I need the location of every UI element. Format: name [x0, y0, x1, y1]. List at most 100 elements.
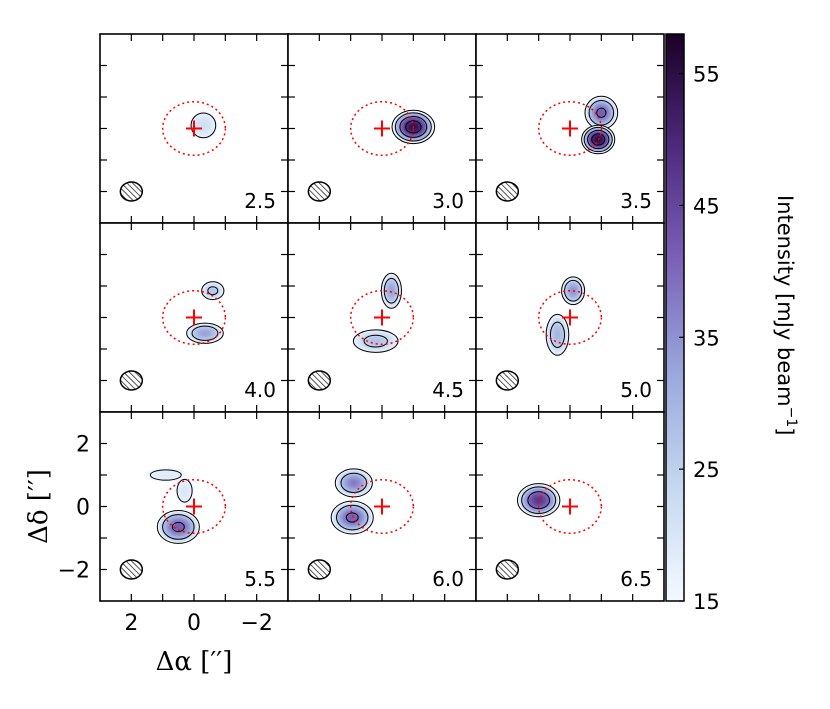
emission-blob — [351, 328, 401, 354]
emission-blob — [185, 322, 225, 344]
contour-line — [335, 504, 369, 531]
blob-fill — [211, 289, 215, 292]
channel-panel: 5.5 — [99, 411, 289, 602]
channel-panel: 3.0 — [287, 33, 477, 224]
contour-line — [587, 129, 610, 150]
colorbar-tick-label: 55 — [693, 63, 720, 87]
velocity-label: 5.5 — [244, 567, 276, 591]
colorbar-label-text: Intensity [mJy beam — [773, 195, 797, 407]
emission-blob — [380, 272, 403, 310]
velocity-label: 4.5 — [432, 378, 464, 402]
beam-ellipse — [307, 370, 332, 391]
center-cross — [374, 309, 390, 326]
channel-panel: 5.0 — [475, 222, 665, 413]
contour-line — [156, 510, 200, 544]
x-axis-title: Δα [′′] — [156, 647, 233, 677]
contour-line — [345, 512, 359, 523]
contour-line — [176, 478, 193, 503]
center-cross — [562, 498, 578, 515]
contour-line — [191, 325, 219, 341]
contour-line — [391, 109, 436, 145]
x-tick-label: −2 — [240, 611, 272, 636]
channel-panel: 4.5 — [287, 222, 477, 413]
y-tick-label: 2 — [76, 433, 90, 458]
disk-ellipse — [161, 478, 227, 535]
disk-ellipse — [161, 100, 227, 157]
emission-blob — [560, 276, 586, 306]
blob-fill — [556, 332, 559, 338]
emission-blob — [584, 95, 619, 130]
center-cross — [186, 498, 202, 515]
disk-ellipse — [537, 289, 603, 346]
contour-line — [399, 115, 428, 138]
contour-line — [330, 500, 374, 535]
contour-line — [549, 321, 565, 349]
colorbar-label-sup: −1 — [783, 407, 799, 428]
contour-line — [561, 276, 586, 306]
disk-ellipse — [349, 289, 415, 346]
contour-line — [394, 112, 432, 142]
emission-blob — [516, 483, 561, 518]
panel-ticks — [476, 223, 664, 412]
blob-fill — [201, 123, 206, 127]
blob-fill — [599, 110, 604, 115]
contour-line — [383, 277, 400, 304]
channel-panel: 2.5 — [99, 33, 289, 224]
colorbar-tick-label: 45 — [693, 194, 720, 218]
blob-fill — [163, 474, 169, 476]
panel-border — [475, 411, 665, 602]
center-cross — [374, 498, 390, 515]
panel-ticks — [288, 223, 476, 412]
channel-panel: 3.5 — [475, 33, 665, 224]
panel-ticks — [100, 412, 288, 601]
center-cross — [562, 309, 578, 326]
panel-ticks — [100, 34, 288, 223]
contour-line — [591, 133, 606, 146]
center-cross — [374, 120, 390, 137]
emission-blob — [334, 468, 374, 498]
x-tick-label: 2 — [124, 611, 138, 636]
axis-labels: 2 0 −2 2 0 −2 Δα [′′] Δδ [′′] — [24, 433, 273, 678]
contour-line — [186, 322, 224, 344]
contour-line — [190, 112, 217, 139]
channel-panel: 6.0 — [287, 411, 477, 602]
disk-ellipse — [349, 100, 415, 157]
emission-blob — [143, 467, 188, 483]
beam-ellipse — [495, 181, 520, 202]
beam-ellipse — [307, 559, 332, 580]
blob-fill — [175, 525, 181, 529]
beam-ellipse — [119, 559, 144, 580]
contour-line — [516, 483, 561, 518]
contour-line — [201, 281, 225, 301]
y-tick-label: 0 — [76, 496, 90, 521]
panel-ticks — [476, 34, 664, 223]
beam-ellipse — [495, 370, 520, 391]
center-cross — [186, 120, 202, 137]
blob-fill — [183, 489, 186, 493]
center-cross — [562, 120, 578, 137]
channel-panel: 4.0 — [99, 222, 289, 413]
disk-ellipse — [537, 478, 603, 535]
velocity-label: 3.5 — [620, 189, 652, 213]
contour-line — [581, 124, 616, 155]
panel-ticks — [288, 34, 476, 223]
velocity-label: 2.5 — [244, 189, 276, 213]
contour-line — [334, 468, 373, 498]
velocity-label: 6.0 — [432, 567, 464, 591]
contour-line — [352, 329, 399, 353]
panel-ticks — [100, 223, 288, 412]
colorbar: 15 25 35 45 55 Intensity [mJy beam−1] — [665, 33, 799, 614]
contour-line — [583, 126, 613, 153]
colorbar-tick-label: 25 — [693, 458, 720, 482]
y-tick-label: −2 — [58, 559, 90, 584]
disk-ellipse — [537, 100, 603, 157]
beam-ellipse — [119, 181, 144, 202]
panel-grid: 2.5 3.0 3.5 4.0 4.5 5.0 5.5 6.0 6.5 — [99, 33, 665, 602]
contour-line — [207, 286, 219, 296]
contour-line — [162, 514, 195, 540]
x-tick-label: 0 — [187, 611, 201, 636]
center-cross — [186, 309, 202, 326]
velocity-label: 6.5 — [620, 567, 652, 591]
contour-line — [149, 469, 182, 481]
